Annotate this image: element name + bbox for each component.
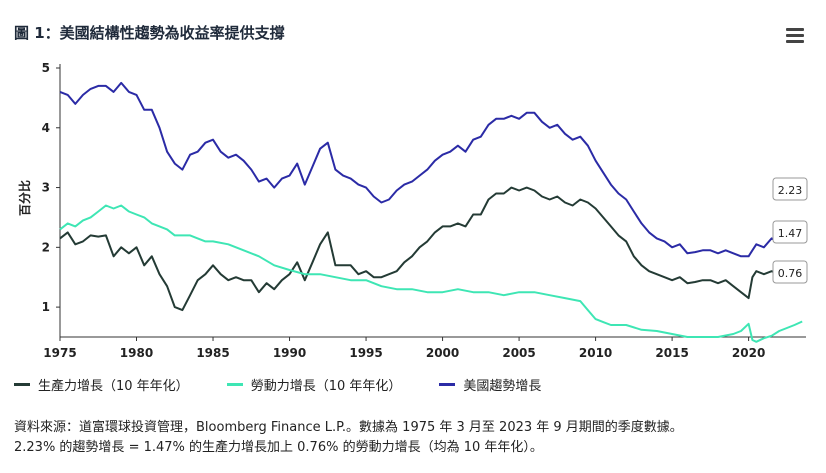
y-tick-label: 5 [42, 61, 50, 75]
series-productivity-line [59, 186, 788, 312]
x-tick-label: 1975 [43, 346, 76, 360]
y-tick-label: 1 [42, 300, 50, 314]
x-tick-label: 2000 [426, 346, 459, 360]
annotation-trend-box [772, 177, 808, 201]
x-tick-label: 1985 [196, 346, 229, 360]
x-tick-label: 2020 [732, 346, 765, 360]
annotation-labor-box [772, 260, 808, 284]
legend-swatch-trend [439, 383, 456, 386]
annotation-labor: 0.76 [772, 260, 808, 284]
y-axis-label: 百分比 [17, 180, 32, 216]
source-note: 資料來源：道富環球投資管理，Bloomberg Finance L.P.。數據為… [14, 418, 814, 458]
annotation-trend-label: 2.23 [778, 184, 803, 197]
source-line-1: 資料來源：道富環球投資管理，Bloomberg Finance L.P.。數據為… [14, 420, 683, 435]
annotation-productivity-box [772, 220, 808, 244]
legend-item-productivity[interactable]: 生產力增長（10 年年化） [14, 375, 189, 394]
hamburger-menu-icon[interactable] [786, 28, 804, 44]
x-tick-label: 2010 [579, 346, 612, 360]
legend-label-trend: 美國趨勢增長 [463, 379, 542, 394]
x-tick-label: 1995 [349, 346, 382, 360]
x-tick-label: 2005 [502, 346, 535, 360]
annotation-trend: 2.23 [772, 177, 808, 201]
legend-item-labor[interactable]: 勞動力增長（10 年年化） [226, 375, 402, 394]
chart-axes: 1 2 3 4 5 1975 1980 1985 1990 1995 2000 2005 2010 201… [42, 61, 806, 360]
legend-swatch-productivity [14, 383, 30, 386]
legend-label-labor: 勞動力增長（10 年年化） [250, 379, 402, 394]
x-tick-label: 1990 [273, 346, 306, 360]
legend-swatch-labor [226, 383, 243, 386]
chart-legend: 生產力增長（10 年年化） 勞動力增長（10 年年化） 美國趨勢增長 [14, 375, 579, 394]
y-tick-label: 3 [42, 181, 50, 195]
chart-title: 圖 1：美國結構性趨勢為收益率提供支撐 [14, 24, 285, 42]
annotation-productivity: 1.47 [772, 220, 808, 244]
annotation-productivity-label: 1.47 [778, 227, 803, 240]
chart-annotations: 2.23 1.47 0.76 [772, 177, 808, 284]
legend-item-trend[interactable]: 美國趨勢增長 [439, 375, 541, 394]
x-tick-label: 1980 [120, 346, 153, 360]
y-tick-label: 2 [42, 240, 50, 254]
chart-series [59, 81, 803, 343]
line-chart: 1 2 3 4 5 1975 1980 1985 1990 1995 2000 2005 2010 201… [17, 61, 808, 360]
series-trend-line [59, 81, 795, 258]
series-labor-line [59, 204, 803, 343]
y-tick-label: 4 [42, 121, 50, 135]
source-line-2: 2.23% 的趨勢增長 = 1.47% 的生產力增長加上 0.76% 的勞動力增… [14, 440, 543, 455]
annotation-labor-label: 0.76 [778, 267, 803, 280]
legend-label-productivity: 生產力增長（10 年年化） [38, 379, 189, 394]
x-tick-label: 2015 [655, 346, 688, 360]
